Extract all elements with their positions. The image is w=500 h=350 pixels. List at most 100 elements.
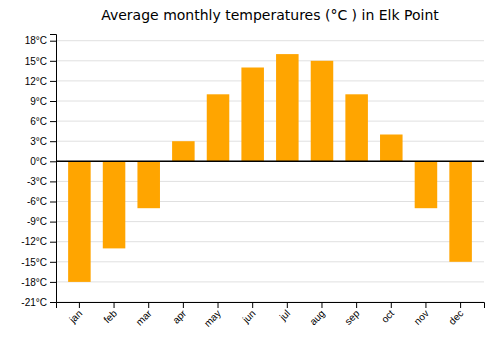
y-tick-mark <box>50 202 56 203</box>
x-tick-label: mar <box>134 307 154 327</box>
bar <box>241 68 264 162</box>
x-tick-label: dec <box>446 308 465 327</box>
grid-line <box>56 281 484 282</box>
y-tick-label: -3°C <box>27 176 47 187</box>
x-tick-mark <box>287 302 288 308</box>
x-tick: jul <box>277 302 293 323</box>
x-axis: janfebmaraprmayjun julaugsep octnovdec <box>57 302 485 329</box>
y-tick-mark <box>50 222 56 223</box>
x-tick-label: sep <box>342 307 361 326</box>
bar <box>415 161 438 208</box>
y-tick: 6°C <box>30 116 56 127</box>
y-tick-label: -12°C <box>21 236 47 247</box>
y-tick-mark <box>50 181 56 182</box>
y-tick-mark <box>50 121 56 122</box>
grid-line <box>56 161 484 162</box>
x-tick-label: jan <box>66 308 84 326</box>
x-tick-label: feb <box>101 307 119 325</box>
chart: -21°C -18°C -15°C -12°C -9°C -6°C -3°C 0°C 3°C 6°… <box>0 0 500 350</box>
y-tick-mark <box>50 81 56 82</box>
bar <box>137 161 160 208</box>
y-tick: -21°C <box>21 297 56 308</box>
y-tick-label: -18°C <box>21 277 47 288</box>
y-tick-mark <box>50 302 56 303</box>
y-tick-mark <box>50 141 56 142</box>
y-tick-label: -9°C <box>27 216 47 227</box>
y-tick-label: 0°C <box>30 156 47 167</box>
x-tick: jan <box>66 302 84 326</box>
bar <box>103 161 126 248</box>
y-tick-label: 12°C <box>25 76 47 87</box>
grid-line <box>56 261 484 262</box>
x-tick-mark <box>79 302 80 308</box>
grid <box>56 41 484 302</box>
y-axis-line <box>50 35 57 303</box>
x-tick-label: may <box>202 308 223 329</box>
bar <box>172 141 195 161</box>
grid-line <box>56 80 484 81</box>
y-tick: -6°C <box>27 196 56 207</box>
bar <box>449 161 472 261</box>
y-tick-mark <box>50 61 56 62</box>
x-tick-mark <box>114 302 115 308</box>
bar <box>276 54 299 161</box>
bar <box>380 135 403 162</box>
x-tick-label: jul <box>277 308 293 324</box>
y-tick-label: 6°C <box>30 116 47 127</box>
y-tick: 12°C <box>25 76 56 87</box>
y-tick-mark <box>50 262 56 263</box>
grid-line <box>56 101 484 102</box>
y-tick-label: 9°C <box>30 96 47 107</box>
y-tick-mark <box>50 41 56 42</box>
y-tick: 3°C <box>30 136 56 147</box>
x-tick-label: aug <box>307 308 327 328</box>
y-tick: 18°C <box>25 35 56 46</box>
y-tick-mark <box>50 101 56 102</box>
x-tick-label: apr <box>170 307 188 325</box>
x-tick-label: jun <box>240 308 258 326</box>
bar <box>207 94 230 161</box>
y-tick-label: -15°C <box>21 257 47 268</box>
x-tick: mar <box>134 302 154 328</box>
y-tick: 9°C <box>30 96 56 107</box>
x-tick-mark <box>183 302 184 308</box>
x-tick: aug <box>307 302 327 327</box>
title: Average monthly temperatures (°C ) in El… <box>101 7 439 23</box>
bar <box>68 161 91 282</box>
grid-line <box>56 121 484 122</box>
x-tick-label: oct <box>379 308 396 325</box>
x-tick: may <box>202 302 223 329</box>
x-tick: jun <box>240 302 258 326</box>
y-tick: -3°C <box>27 176 56 187</box>
grid-line <box>56 141 484 142</box>
y-tick-label: 3°C <box>30 136 47 147</box>
x-tick-mark <box>148 302 149 308</box>
x-tick-label: nov <box>412 308 431 327</box>
grid-line <box>56 40 484 41</box>
x-tick-mark <box>425 302 426 308</box>
y-tick-mark <box>50 161 56 162</box>
bar <box>311 61 334 162</box>
y-tick-mark <box>50 242 56 243</box>
x-tick-mark <box>460 302 461 308</box>
x-tick-mark <box>321 302 322 308</box>
x-tick-mark <box>252 302 253 308</box>
x-tick: nov <box>412 302 431 327</box>
y-tick-label: -21°C <box>21 297 47 308</box>
y-tick: 15°C <box>25 56 56 67</box>
y-tick: 0°C <box>30 156 56 167</box>
x-tick: apr <box>170 302 188 326</box>
x-tick-mark <box>356 302 357 308</box>
y-tick-label: 18°C <box>25 35 47 46</box>
bar <box>345 94 368 161</box>
y-tick-mark <box>50 282 56 283</box>
y-tick-label: -6°C <box>27 196 47 207</box>
y-tick: -9°C <box>27 216 56 227</box>
x-axis-line <box>57 303 485 309</box>
zero-line <box>56 161 484 163</box>
x-tick: sep <box>342 302 361 327</box>
x-tick: dec <box>446 302 465 327</box>
y-tick: -15°C <box>21 257 56 268</box>
y-axis: -21°C -18°C -15°C -12°C -9°C -6°C -3°C 0°C 3°C 6°… <box>21 35 56 308</box>
x-tick-mark <box>218 302 219 308</box>
